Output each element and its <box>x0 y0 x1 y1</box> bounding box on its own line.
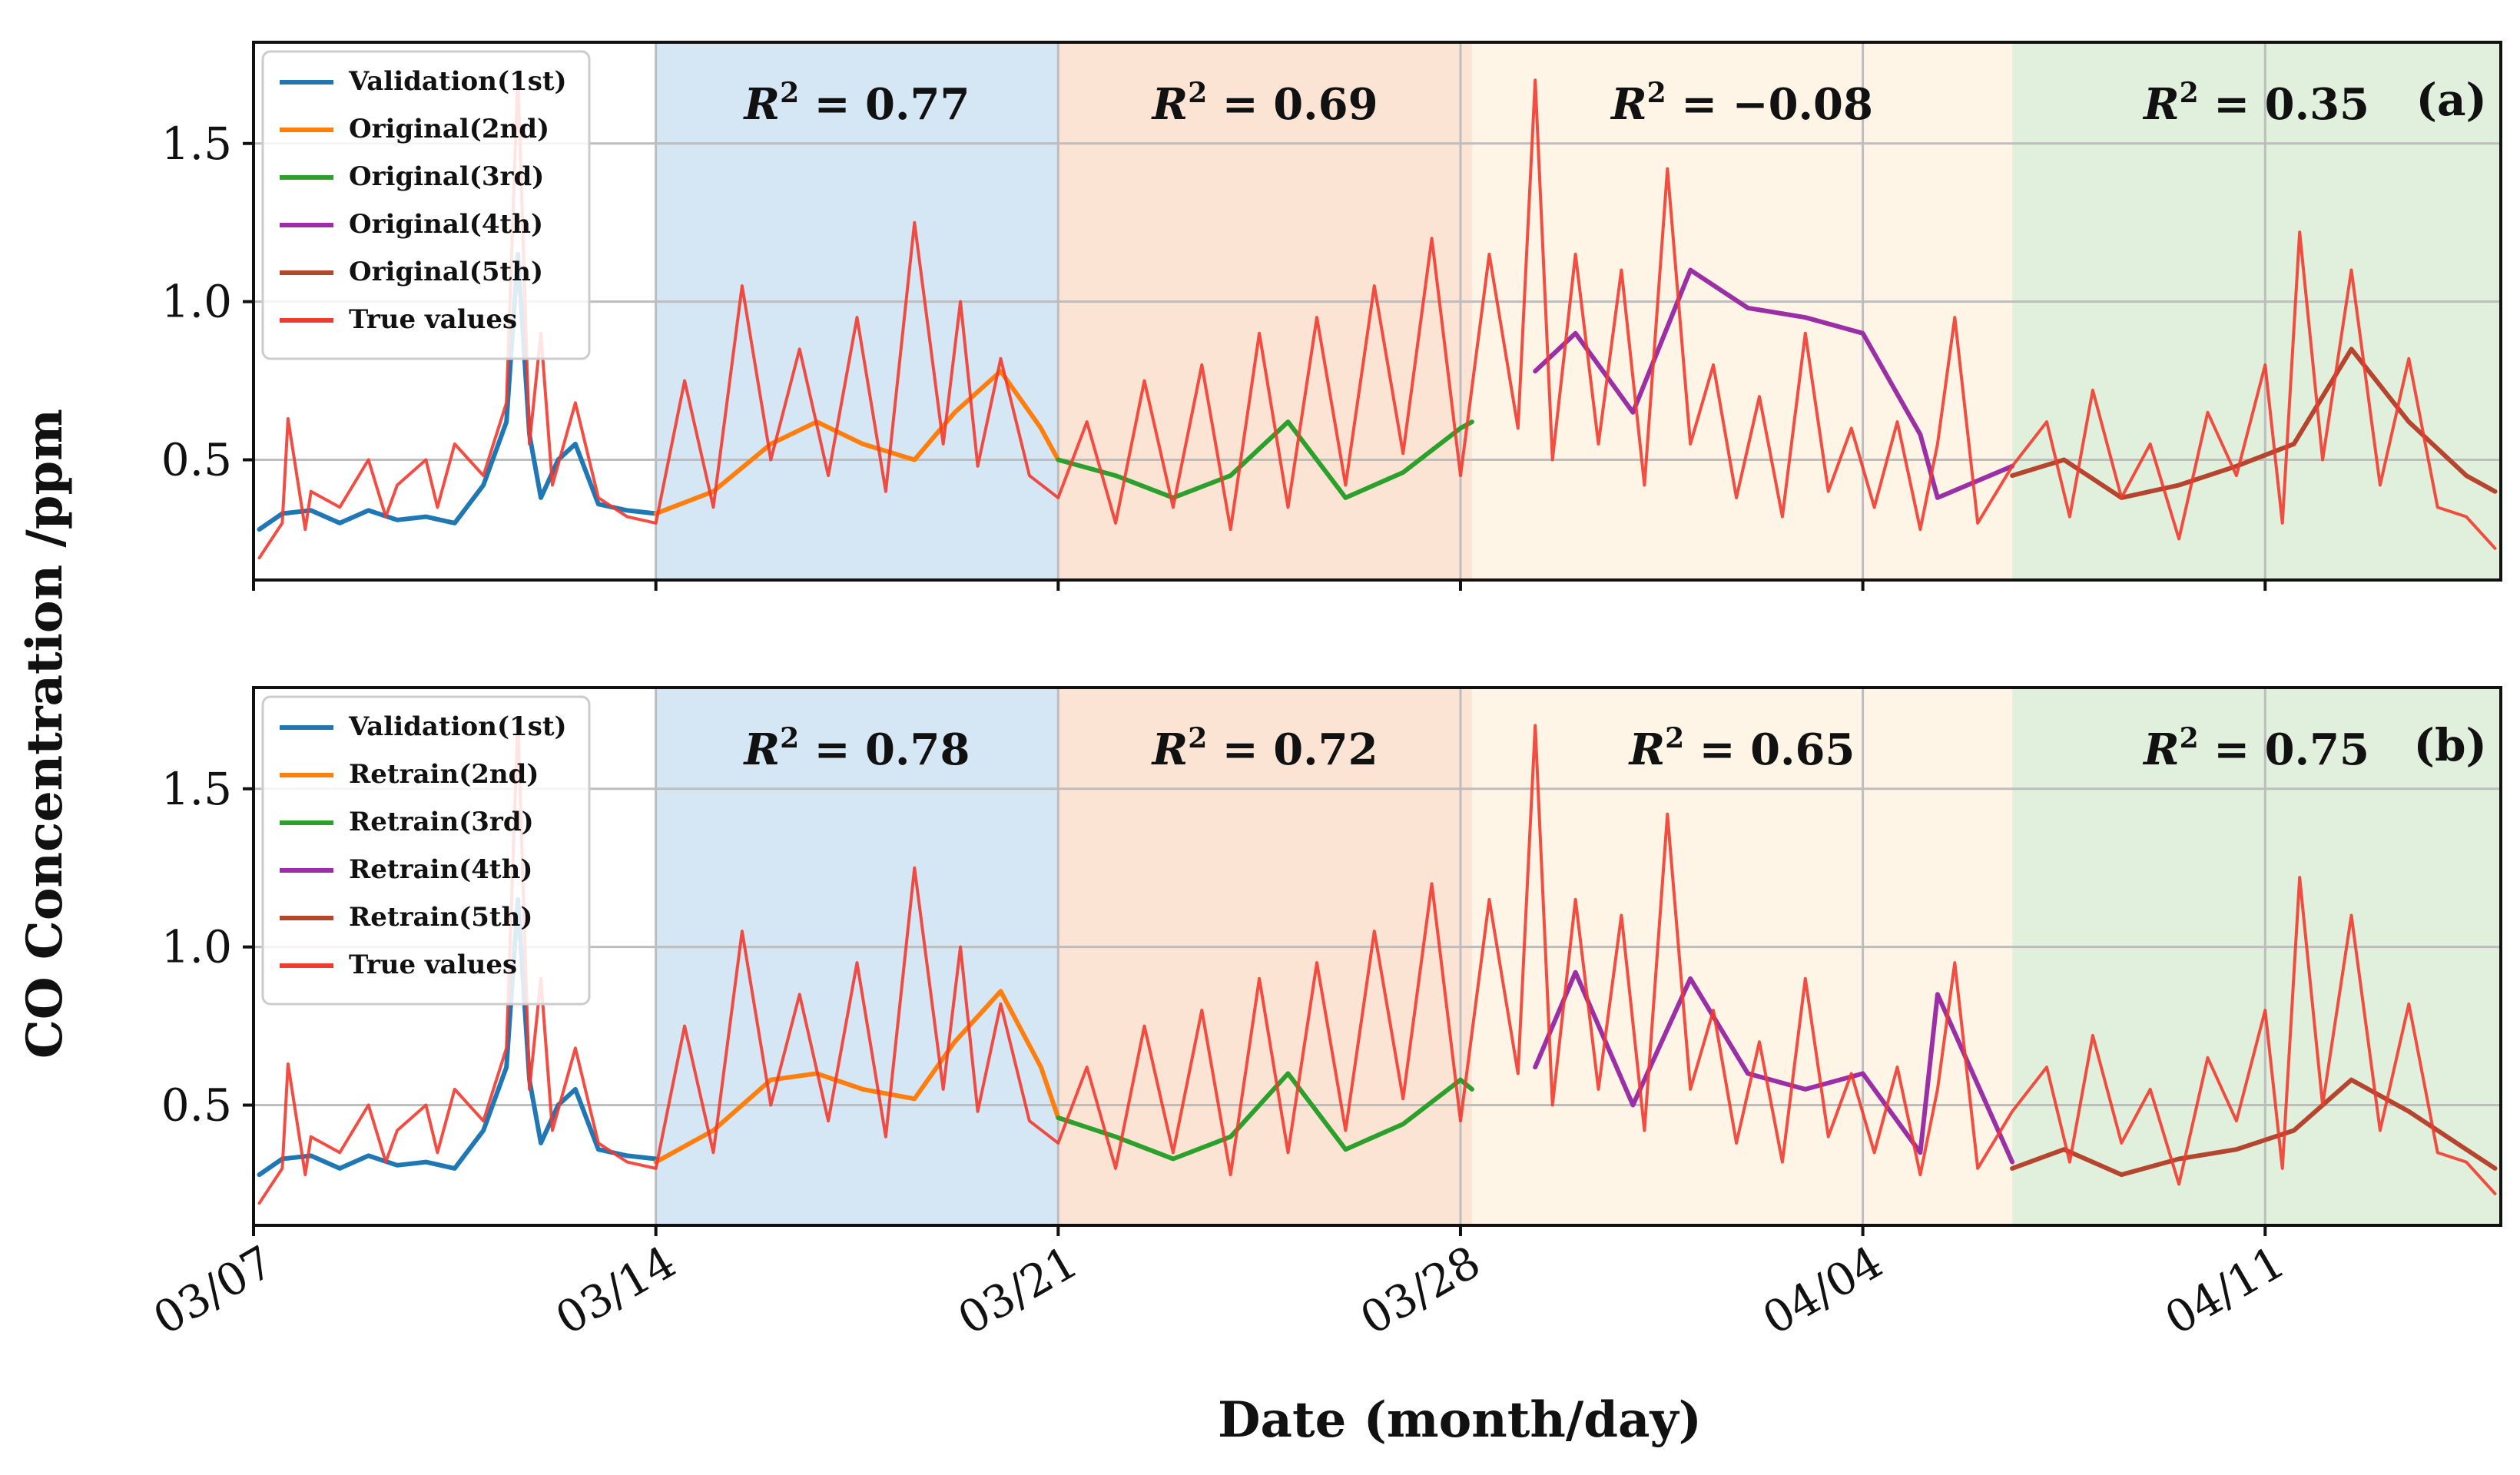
y-tick-label: 1.5 <box>161 118 232 170</box>
axes-frame <box>252 41 2502 582</box>
r2-annotation-1: R2 = 0.77 <box>743 77 970 130</box>
panel-label: (b) <box>2414 719 2487 771</box>
series-line-original-4th <box>1533 267 2015 500</box>
series-line-original-5th <box>2010 346 2498 500</box>
series-line-true-values <box>257 718 2497 1205</box>
shaded-region-2 <box>1058 688 1472 1225</box>
legend-label-4: Original(4th) <box>349 209 543 240</box>
shaded-region-3 <box>1471 42 2013 580</box>
series-line-retrain-5th <box>2010 1077 2498 1178</box>
r2-annotation-1: R2 = 0.78 <box>743 722 970 775</box>
y-tick-label: 1.0 <box>161 276 232 328</box>
r2-annotation-2: R2 = 0.72 <box>1151 722 1378 775</box>
r2-annotation-4: R2 = 0.75 <box>2142 722 2369 775</box>
r2-annotation-3: R2 = −0.08 <box>1610 77 1873 130</box>
y-tick-label: 0.5 <box>161 434 232 486</box>
legend-label-3: Retrain(3rd) <box>349 807 534 837</box>
legend-label-2: Original(2nd) <box>349 114 549 144</box>
x-tick-label: 04/11 <box>2157 1235 2294 1344</box>
r2-annotation-4: R2 = 0.35 <box>2142 77 2369 130</box>
series-line-retrain-3rd <box>1056 1071 1474 1162</box>
legend-label-1: Validation(1st) <box>348 66 567 97</box>
shaded-region-2 <box>1058 42 1472 580</box>
legend-box <box>261 50 591 360</box>
series-line-true-values <box>257 72 2497 560</box>
r2-value: 0.69 <box>1273 79 1378 130</box>
x-tick-label: 03/28 <box>1351 1235 1489 1344</box>
r2-value: 0.78 <box>865 724 970 775</box>
panel-a: 0.5 1.0 1.5 R2 = 0.77 R2 = 0.69 R2 = −0.08 R2 … <box>161 41 2502 591</box>
axes-frame <box>252 686 2502 1227</box>
r2-annotation-2: R2 = 0.69 <box>1151 77 1378 130</box>
series-line-validation-1st <box>257 897 658 1178</box>
series-line-retrain-2nd <box>653 989 1061 1165</box>
legend-label-2: Retrain(2nd) <box>349 759 539 790</box>
r2-value: 0.65 <box>1750 724 1855 775</box>
y-tick-label: 1.5 <box>161 763 232 815</box>
series-line-original-3rd <box>1056 419 1474 500</box>
legend-label-6: True values <box>349 304 517 335</box>
r2-value: 0.72 <box>1273 724 1378 775</box>
series-line-validation-1st <box>257 251 658 532</box>
r2-value: −0.08 <box>1732 79 1873 130</box>
panel-b: 0.5 1.0 1.5 03/07 03/14 03/21 03/28 04/04 04/11 R… <box>144 686 2502 1345</box>
x-axis-label: Date (month/day) <box>1218 1391 1702 1449</box>
legend-box <box>261 695 591 1006</box>
r2-value: 0.35 <box>2265 79 2369 130</box>
shaded-region-1 <box>655 42 1059 580</box>
r2-annotation-3: R2 = 0.65 <box>1628 722 1855 775</box>
legend-label-4: Retrain(4th) <box>349 854 532 885</box>
panel-label: (a) <box>2416 74 2487 126</box>
legend-label-1: Validation(1st) <box>348 711 567 742</box>
x-tick-label: 04/04 <box>1754 1235 1892 1344</box>
legend-label-5: Retrain(5th) <box>349 902 532 933</box>
r2-value: 0.77 <box>865 79 970 130</box>
shaded-region-1 <box>655 688 1059 1225</box>
legend-label-6: True values <box>349 950 517 980</box>
x-tick-label: 03/07 <box>144 1235 282 1344</box>
shaded-region-4 <box>2012 42 2501 580</box>
x-tick-label: 03/21 <box>950 1235 1087 1344</box>
legend-label-5: Original(5th) <box>349 257 543 287</box>
legend-label-3: Original(3rd) <box>349 161 544 192</box>
shaded-region-4 <box>2012 688 2501 1225</box>
r2-value: 0.75 <box>2265 724 2369 775</box>
x-tick-label: 03/14 <box>547 1235 685 1344</box>
y-tick-label: 1.0 <box>161 921 232 973</box>
y-axis-label: CO Concentration /ppm <box>16 409 74 1059</box>
y-tick-label: 0.5 <box>161 1079 232 1132</box>
